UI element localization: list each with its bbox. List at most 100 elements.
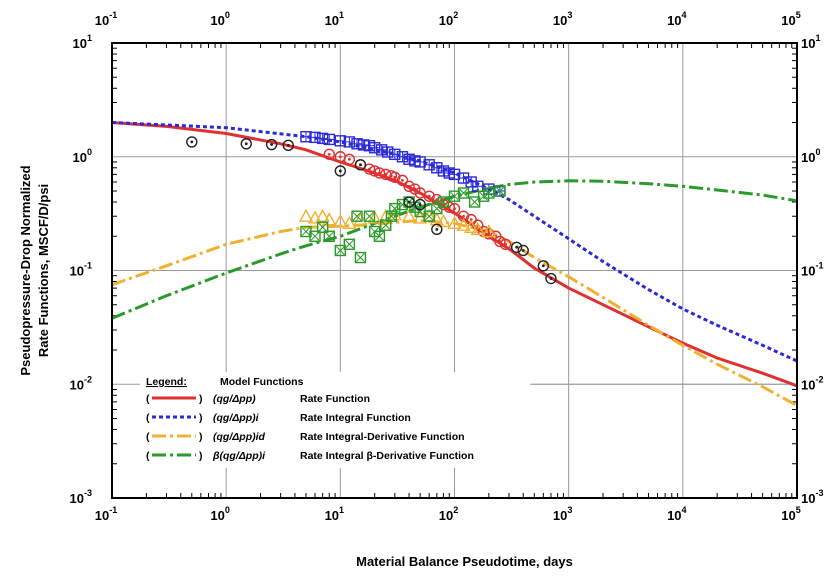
- integral-derivative-data-point-7: [367, 210, 382, 224]
- beta-derivative-data-point-8: [363, 210, 376, 222]
- legend-background: [140, 372, 530, 468]
- rate-data-point-26: [499, 238, 512, 250]
- integral-derivative-data-point-5: [342, 215, 357, 229]
- y-tick-right-0: 10-3: [801, 488, 823, 506]
- beta-derivative-data-point-4: [334, 244, 347, 257]
- y-tick-right-1: 10-2: [801, 374, 823, 392]
- legend-close-paren: ): [199, 412, 203, 424]
- rate-integral-data-point-7: [357, 139, 370, 151]
- x-tick-top-1: 100: [210, 10, 229, 28]
- integral-derivative-data-point-19: [481, 224, 497, 238]
- legend-open-paren: (: [146, 431, 150, 443]
- y-axis-label-line-1: Rate Functions, MSCF/D/psi: [36, 184, 51, 357]
- x-tick-bottom-0: 10-1: [95, 505, 117, 523]
- beta-derivative-data-point-21: [448, 190, 461, 202]
- black-data-point-8: [431, 223, 443, 236]
- legend-formula: β(qg/Δpp)i: [212, 450, 266, 462]
- rate-data-point-10: [396, 174, 409, 187]
- rate-integral-data-point-2: [316, 132, 329, 145]
- black-data-point-5: [354, 159, 367, 171]
- rate-data-point-20: [465, 213, 477, 226]
- integral-derivative-data-point-18: [470, 221, 485, 236]
- legend-entry-1: () (qg/Δpp)i Rate Integral Function: [146, 412, 411, 424]
- rate-integral-data-point-9: [369, 142, 381, 154]
- x-tick-top-3: 102: [439, 10, 458, 28]
- rate-data-point-2: [343, 153, 356, 165]
- y-tick-left-3: 100: [73, 147, 92, 165]
- rate-integral-data-point-13: [396, 151, 409, 163]
- legend-formula: (qg/Δpp)i: [213, 412, 260, 424]
- plot-frame: [111, 42, 798, 499]
- beta-derivative-data-point-5: [343, 238, 356, 250]
- black-data-point-3: [282, 139, 294, 152]
- y-tick-right-4: 101: [801, 33, 820, 51]
- legend-close-paren: ): [199, 431, 203, 443]
- x-axis-label: Material Balance Pseudotime, days: [356, 554, 573, 569]
- beta-derivative-data-point-12: [385, 210, 398, 222]
- model-series-3: [111, 179, 798, 320]
- beta-derivative-data-point-20: [437, 196, 450, 208]
- legend-open-paren: (: [146, 393, 150, 405]
- beta-derivative-data-point-3: [323, 230, 335, 242]
- y-tick-right-2: 10-1: [801, 261, 823, 279]
- x-tick-top-2: 101: [325, 10, 344, 28]
- rate-integral-data-point-4: [334, 135, 347, 147]
- integral-derivative-data-point-16: [456, 217, 471, 231]
- legend-open-paren: (: [146, 450, 150, 462]
- x-tick-bottom-3: 102: [439, 505, 458, 523]
- rate-integral-data-point-16: [414, 156, 426, 168]
- data-points-group: [186, 131, 557, 285]
- integral-derivative-data-point-6: [353, 212, 368, 226]
- integral-derivative-data-point-0: [298, 208, 314, 222]
- rate-integral-data-point-24: [472, 180, 484, 192]
- model-series-2: [111, 218, 798, 407]
- x-tick-bottom-2: 101: [325, 505, 344, 523]
- x-tick-bottom-5: 104: [667, 505, 686, 523]
- tick-labels: 10-1 10-1 100 100 101 101 102 102 103 103 104 104 10…: [70, 10, 824, 523]
- rate-data-point-18: [448, 202, 461, 215]
- integral-derivative-data-point-2: [315, 208, 330, 222]
- legend-heading: Legend:: [146, 376, 187, 388]
- y-axis-label: Pseudopressure-Drop Normalized Rate Funct…: [18, 165, 51, 375]
- rate-integral-data-point-10: [375, 144, 388, 156]
- rate-integral-data-point-23: [465, 176, 477, 188]
- y-tick-left-2: 10-1: [70, 261, 92, 279]
- legend-desc: Rate Integral Function: [300, 412, 411, 424]
- rate-integral-data-point-12: [389, 148, 401, 161]
- integral-derivative-data-point-11: [412, 210, 428, 224]
- beta-derivative-data-point-6: [351, 210, 363, 222]
- black-data-point-12: [545, 272, 557, 285]
- integral-derivative-data-point-14: [436, 213, 451, 228]
- y-tick-right-3: 100: [801, 147, 820, 165]
- rate-integral-data-point-21: [448, 168, 461, 181]
- beta-derivative-data-point-10: [373, 230, 386, 242]
- legend-formula: (qg/Δpp)id: [213, 431, 266, 443]
- integral-derivative-data-point-4: [333, 213, 348, 228]
- legend-formula: (qg/Δpp): [213, 393, 256, 405]
- black-data-point-7: [414, 198, 426, 211]
- rate-integral-data-point-3: [323, 133, 335, 146]
- beta-derivative-data-point-1: [309, 230, 321, 242]
- legend-subheading: Model Functions: [220, 376, 304, 388]
- integral-derivative-data-point-17: [464, 219, 479, 233]
- x-tick-bottom-6: 105: [781, 505, 800, 523]
- rate-data-point-9: [389, 171, 401, 183]
- rate-integral-data-point-18: [431, 162, 443, 174]
- rate-integral-data-point-11: [382, 146, 394, 158]
- beta-derivative-data-point-7: [354, 251, 367, 264]
- beta-derivative-data-point-25: [483, 187, 495, 199]
- y-tick-left-1: 10-2: [70, 374, 92, 392]
- y-tick-left-4: 101: [73, 33, 92, 51]
- black-data-point-4: [334, 165, 347, 177]
- rate-integral-data-point-5: [343, 136, 356, 148]
- black-data-point-6: [403, 196, 415, 208]
- beta-derivative-data-point-2: [316, 221, 329, 233]
- black-data-point-1: [240, 138, 252, 150]
- legend: Legend: Model Functions () (qg/Δpp) Rate Fun…: [140, 372, 530, 468]
- legend-entry-3: () β(qg/Δpp)i Rate Integral β-Derivative F…: [146, 450, 474, 462]
- x-tick-top-4: 103: [553, 10, 572, 28]
- x-tick-top-5: 104: [667, 10, 686, 28]
- legend-desc: Rate Integral β-Derivative Function: [300, 450, 474, 462]
- black-data-point-2: [265, 138, 278, 151]
